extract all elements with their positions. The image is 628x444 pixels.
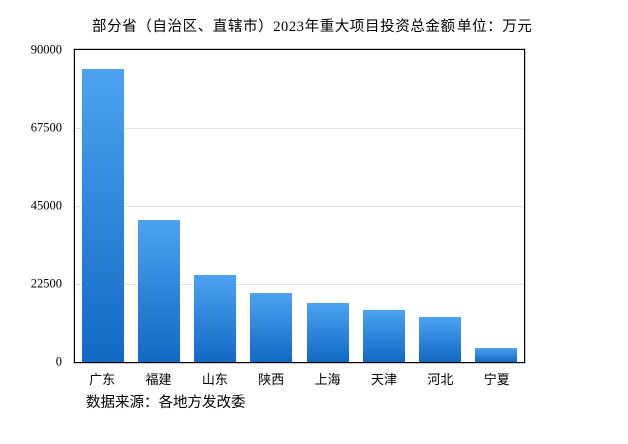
x-axis-label: 河北	[427, 372, 454, 387]
y-tick-label: 45000	[30, 198, 62, 213]
bar-slot	[412, 50, 468, 362]
data-source-note: 数据来源：各地方发改委	[86, 395, 246, 411]
y-tick-label: 22500	[30, 276, 62, 291]
plot-area	[73, 48, 526, 364]
chart-title: 部分省（自治区、直辖市）2023年重大项目投资总金额	[92, 19, 456, 35]
y-tick-label: 90000	[30, 42, 62, 57]
x-axis-label: 山东	[201, 372, 228, 387]
bar-陕西	[250, 292, 293, 362]
y-axis: 90000 67500 45000 22500 0	[0, 43, 68, 369]
bars-row	[75, 50, 524, 362]
unit-label: 单位：万元	[457, 19, 533, 35]
bar-宁夏	[474, 348, 517, 362]
bar-slot	[243, 50, 299, 362]
bar-福建	[138, 219, 181, 362]
bar-上海	[306, 303, 349, 362]
x-axis-label: 广东	[89, 372, 116, 387]
x-axis-label: 福建	[145, 372, 172, 387]
bar-河北	[418, 316, 461, 362]
bar-slot	[75, 50, 131, 362]
x-axis-label: 陕西	[258, 372, 285, 387]
bar-slot	[300, 50, 356, 362]
gridline	[75, 284, 524, 285]
gridline	[75, 128, 524, 129]
y-tick-label: 67500	[30, 120, 62, 135]
bar-广东	[82, 69, 125, 362]
bar-slot	[468, 50, 524, 362]
gridline	[75, 206, 524, 207]
x-axis-label: 天津	[371, 372, 398, 387]
x-axis: 广东 福建 山东 陕西 上海 天津 河北 宁夏	[74, 369, 525, 388]
bar-山东	[194, 275, 237, 362]
x-axis-label: 宁夏	[483, 372, 510, 387]
y-tick-label: 0	[55, 354, 62, 369]
bar-天津	[362, 310, 405, 362]
bar-slot	[356, 50, 412, 362]
bar-slot	[131, 50, 187, 362]
bar-slot	[187, 50, 243, 362]
x-axis-label: 上海	[314, 372, 341, 387]
